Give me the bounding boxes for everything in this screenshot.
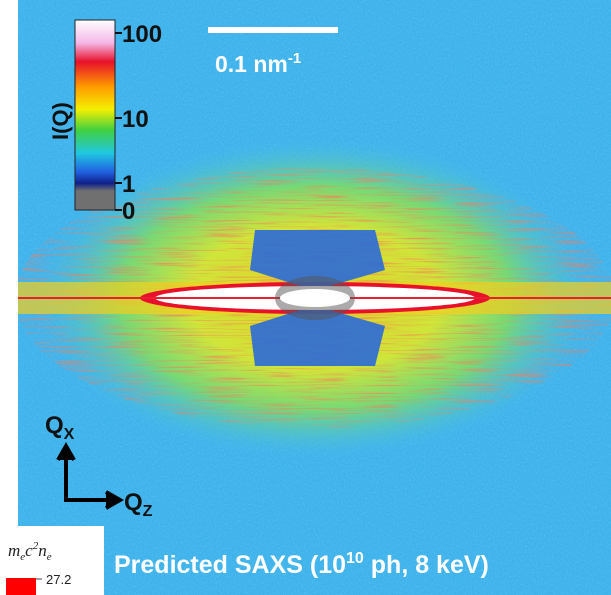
scale-bar	[208, 27, 338, 33]
inset-value: 27.2	[46, 572, 71, 587]
sym: c	[25, 541, 33, 560]
caption-text: Predicted SAXS (10	[114, 551, 346, 579]
caption-superscript: 10	[346, 550, 364, 567]
scale-text: 0.1 nm	[215, 51, 288, 77]
colorbar-label: I(Q)	[48, 102, 73, 140]
sup: 2	[33, 540, 39, 552]
q: Q	[124, 489, 143, 516]
sym: n	[38, 541, 47, 560]
sub: e	[20, 551, 25, 563]
colorbar-tick: 100	[122, 21, 162, 48]
axis-arrows	[56, 441, 125, 510]
inset: mec2ne 27.2	[0, 526, 104, 595]
colorbar-tick: 10	[122, 106, 149, 133]
q: Q	[45, 412, 64, 439]
sym: m	[8, 541, 20, 560]
qz-label: QZ	[124, 489, 153, 520]
caption: Predicted SAXS (1010 ph, 8 keV)	[114, 550, 489, 579]
colorbar-ticks	[115, 32, 122, 211]
caption-text: ph, 8 keV)	[364, 551, 489, 579]
colorbar-tick: 1	[122, 171, 135, 198]
qx-label: QX	[45, 412, 75, 443]
sub: e	[47, 551, 52, 563]
sub: X	[64, 426, 75, 443]
scale-superscript: -1	[288, 50, 301, 67]
scale-bar-label: 0.1 nm-1	[215, 50, 301, 77]
sub: Z	[143, 503, 153, 520]
saxs-pattern	[18, 0, 611, 595]
inset-label: mec2ne	[8, 540, 52, 563]
colorbar	[74, 19, 116, 211]
colorbar-tick: 0	[122, 198, 135, 225]
